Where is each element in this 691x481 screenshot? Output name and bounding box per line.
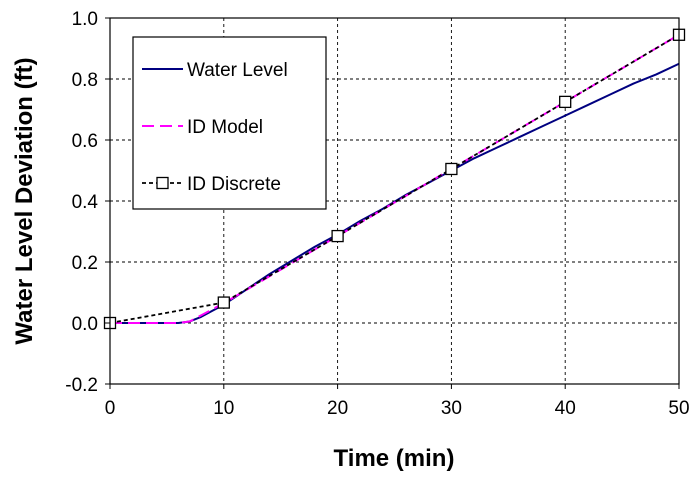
y-axis-title: Water Level Deviation (ft) <box>11 57 38 344</box>
x-axis-tick-labels: 0 10 20 30 40 50 <box>105 384 690 419</box>
series-line-water-level <box>110 62 680 324</box>
x-tick-label: 50 <box>668 398 689 419</box>
y-axis-tick-labels: -0.2 0.0 0.2 0.4 0.6 0.8 1.0 <box>65 9 110 396</box>
x-tick-label: 40 <box>555 398 576 419</box>
data-point <box>331 229 344 243</box>
series-water-level <box>110 62 680 324</box>
y-tick-label: 0.6 <box>72 131 98 152</box>
legend-item-id-model: ID Model <box>142 117 263 138</box>
y-tick-label: 1.0 <box>72 9 98 30</box>
y-tick-label: 0.2 <box>72 253 98 274</box>
data-point <box>445 162 458 176</box>
y-tick-label: -0.2 <box>65 375 98 396</box>
x-tick-label: 0 <box>105 398 116 419</box>
y-tick-label: 0.0 <box>72 314 98 335</box>
x-axis-title: Time (min) <box>334 445 455 472</box>
legend-item-id-discrete: ID Discrete <box>142 174 281 195</box>
data-point <box>217 296 230 309</box>
legend-label: ID Model <box>187 117 263 138</box>
series-layer <box>103 28 686 330</box>
x-tick-label: 10 <box>213 398 234 419</box>
x-tick-label: 20 <box>327 398 348 419</box>
series-line-id-discrete <box>109 34 680 324</box>
x-tick-label: 30 <box>441 398 462 419</box>
y-tick-label: 0.4 <box>72 192 99 213</box>
y-tick-label: 0.8 <box>72 70 98 91</box>
legend-marker <box>156 176 169 190</box>
legend-label: ID Discrete <box>187 174 281 195</box>
legend: Water Level ID Model ID Discrete <box>132 36 327 210</box>
legend-label: Water Level <box>187 60 288 81</box>
legend-item-water-level: Water Level <box>142 60 288 81</box>
data-point <box>559 95 572 109</box>
